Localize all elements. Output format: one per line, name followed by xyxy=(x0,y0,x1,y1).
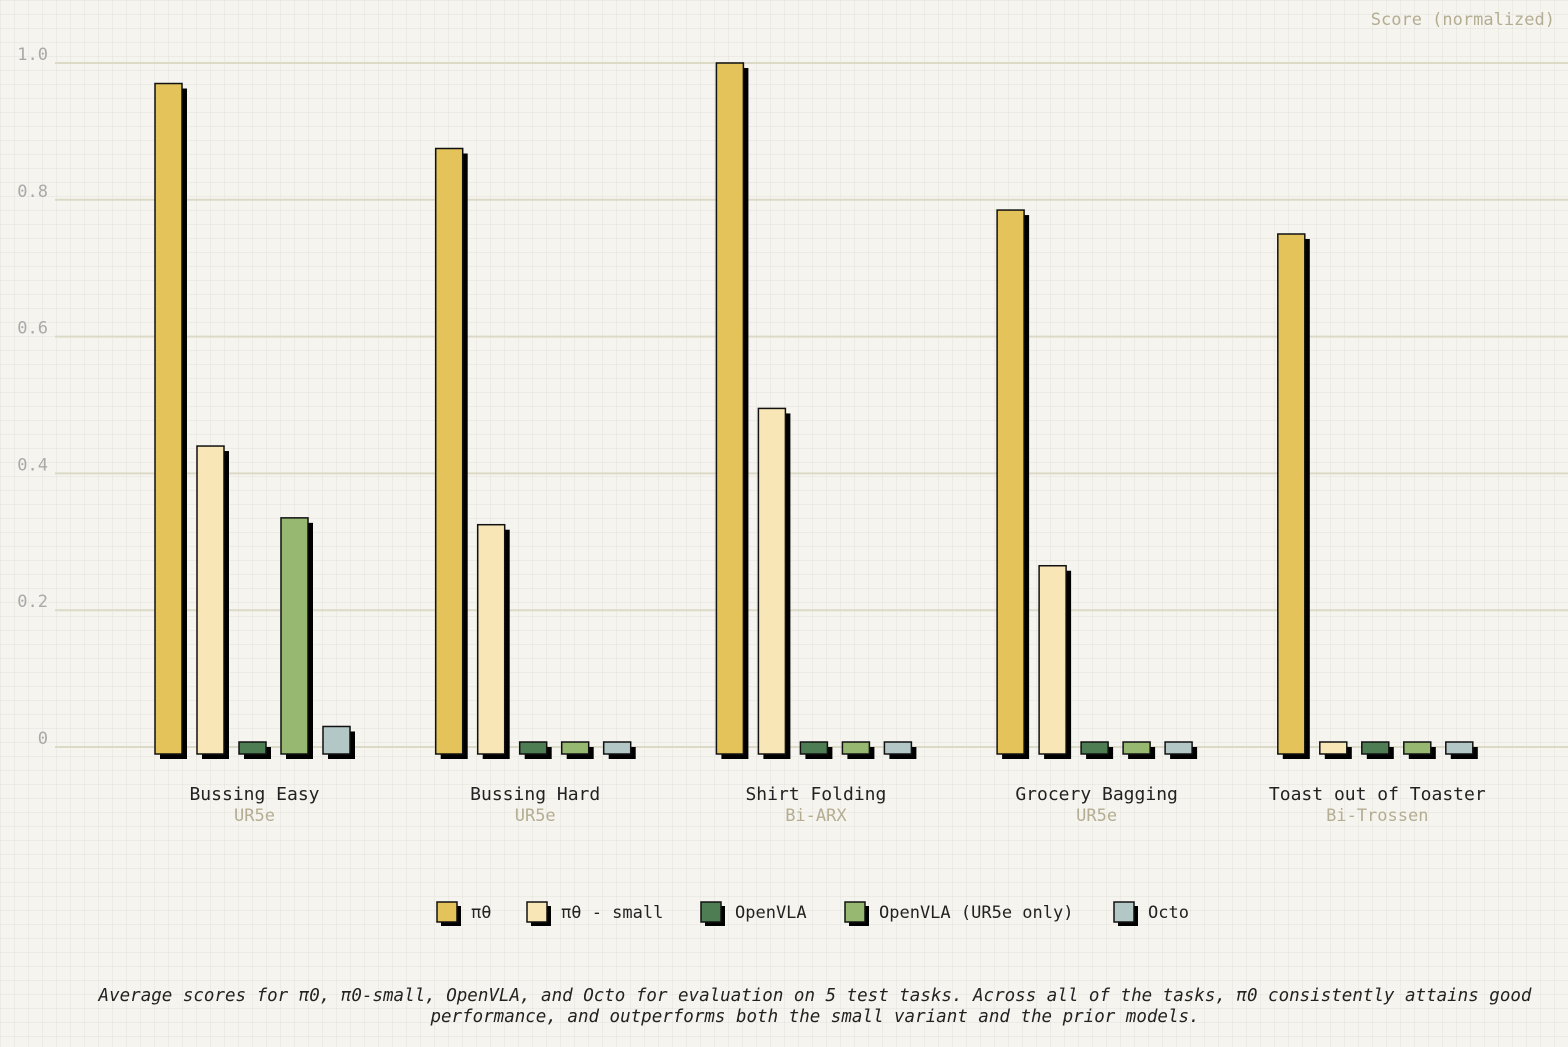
bar-fill xyxy=(715,62,745,755)
bar xyxy=(238,741,271,759)
bar xyxy=(1038,564,1072,759)
y-tick-label: 0.4 xyxy=(17,455,48,475)
bar xyxy=(476,523,510,759)
category-robot-label: Bi-Trossen xyxy=(1326,806,1428,826)
bar xyxy=(1277,233,1310,759)
legend-label: OpenVLA xyxy=(735,903,807,923)
bar-fill xyxy=(1361,741,1390,755)
bar xyxy=(996,209,1030,759)
bar xyxy=(1080,741,1114,759)
bar-fill xyxy=(1277,233,1306,755)
y-axis-title: Score (normalized) xyxy=(1371,10,1555,30)
bar-fill xyxy=(799,741,829,755)
bar-fill xyxy=(1080,741,1109,755)
legend-label: πθ xyxy=(471,903,491,923)
bar xyxy=(196,445,229,759)
bar xyxy=(560,741,594,759)
legend-item: πθ xyxy=(436,901,491,926)
bar xyxy=(1445,741,1478,759)
category-robot-label: UR5e xyxy=(234,806,275,826)
bar xyxy=(841,741,875,759)
category-robot-label: Bi-ARX xyxy=(785,806,847,826)
bar-fill xyxy=(154,82,183,755)
category-label: Bussing Hard xyxy=(470,784,600,805)
bar-fill xyxy=(757,407,787,755)
bar-fill xyxy=(1164,741,1193,755)
bar-fill xyxy=(1038,564,1067,755)
bar-fill xyxy=(238,741,267,755)
bars xyxy=(154,62,1478,759)
bar xyxy=(434,147,468,759)
bar-fill xyxy=(322,725,351,755)
category-label: Shirt Folding xyxy=(745,784,886,805)
bar-fill xyxy=(883,741,913,755)
bar xyxy=(1164,741,1198,759)
category-label: Toast out of Toaster xyxy=(1269,784,1486,805)
bar xyxy=(154,82,187,759)
bar-fill xyxy=(280,517,309,755)
legend-item: πθ - small xyxy=(526,901,663,926)
legend-label: Octo xyxy=(1148,903,1189,923)
legend-item: OpenVLA xyxy=(700,901,807,926)
bar-chart: Score (normalized) 0 0.2 0.4 0.6 0.8 1.0 Buss… xyxy=(17,10,1568,926)
y-tick-label: 0.2 xyxy=(17,592,48,612)
y-tick-label: 0.8 xyxy=(17,182,48,202)
bar xyxy=(715,62,749,759)
bar xyxy=(280,517,313,759)
bar xyxy=(518,741,552,759)
bar-fill xyxy=(996,209,1025,755)
bar-fill xyxy=(1445,741,1474,755)
bar xyxy=(1361,741,1394,759)
category-label: Grocery Bagging xyxy=(1015,784,1178,805)
bar xyxy=(1403,741,1436,759)
category-robot-label: UR5e xyxy=(515,806,556,826)
bar-fill xyxy=(1403,741,1432,755)
bar xyxy=(602,741,636,759)
legend-label: πθ - small xyxy=(561,903,663,923)
bar xyxy=(1319,741,1352,759)
legend-item: OpenVLA (UR5e only) xyxy=(844,901,1073,926)
category-robot-label: UR5e xyxy=(1076,806,1117,826)
legend-item: Octo xyxy=(1113,901,1189,926)
legend-swatch xyxy=(844,901,866,923)
legend-swatch xyxy=(526,901,548,923)
legend-label: OpenVLA (UR5e only) xyxy=(879,903,1073,923)
bar-fill xyxy=(1122,741,1151,755)
legend-swatch xyxy=(700,901,722,923)
y-tick-labels: 0 0.2 0.4 0.6 0.8 1.0 xyxy=(17,45,48,749)
bar-fill xyxy=(434,147,464,755)
bar xyxy=(883,741,917,759)
legend: πθ πθ - small OpenVLA OpenVLA (UR5e only) Oc… xyxy=(436,901,1189,926)
bar-fill xyxy=(560,741,590,755)
bar-fill xyxy=(602,741,632,755)
y-tick-label: 0 xyxy=(38,729,48,749)
bar-fill xyxy=(1319,741,1348,755)
bar xyxy=(322,725,355,759)
category-label: Bussing Easy xyxy=(189,784,319,805)
legend-swatch xyxy=(436,901,458,923)
bar-fill xyxy=(476,523,506,755)
legend-swatch xyxy=(1113,901,1135,923)
bar-fill xyxy=(518,741,548,755)
y-tick-label: 0.6 xyxy=(17,319,48,339)
bar xyxy=(757,407,791,759)
bar-fill xyxy=(841,741,871,755)
y-tick-label: 1.0 xyxy=(17,45,48,65)
figure-caption: Average scores for π0, π0-small, OpenVLA… xyxy=(98,986,1532,1027)
bar xyxy=(1122,741,1156,759)
bar xyxy=(799,741,833,759)
bar-fill xyxy=(196,445,225,755)
